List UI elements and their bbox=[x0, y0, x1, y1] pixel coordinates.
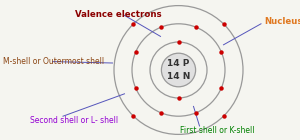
Text: Nucleus: Nucleus bbox=[264, 17, 300, 25]
Ellipse shape bbox=[161, 53, 196, 87]
Text: 14 P
14 N: 14 P 14 N bbox=[167, 59, 190, 81]
Text: Valence electrons: Valence electrons bbox=[75, 10, 162, 19]
Text: First shell or K-shell: First shell or K-shell bbox=[180, 126, 254, 135]
Text: Second shell or L- shell: Second shell or L- shell bbox=[30, 116, 118, 125]
Text: M-shell or Outermost shell: M-shell or Outermost shell bbox=[3, 57, 104, 66]
